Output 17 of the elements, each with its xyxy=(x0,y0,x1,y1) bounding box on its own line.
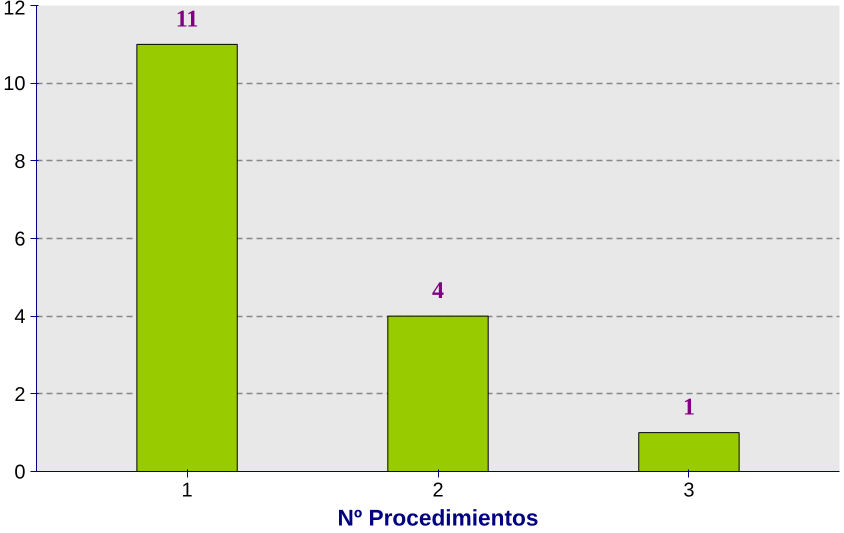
y-tick-label: 0 xyxy=(14,462,26,484)
data-label: 11 xyxy=(176,6,198,32)
x-tick-label: 1 xyxy=(182,480,193,502)
bar xyxy=(136,44,238,472)
data-label: 1 xyxy=(682,394,695,421)
y-tick-label: 12 xyxy=(3,0,26,20)
y-tick-label: 10 xyxy=(3,73,26,96)
x-tick-label: 2 xyxy=(432,480,444,502)
x-axis-title: Nº Procedimientos xyxy=(338,504,538,530)
y-tick-label: 8 xyxy=(14,150,26,173)
y-tick-label: 6 xyxy=(14,228,26,250)
y-tick-label: 2 xyxy=(14,384,26,406)
bar xyxy=(638,432,740,472)
x-tick-label: 3 xyxy=(683,480,694,502)
y-tick-label: 4 xyxy=(14,306,26,328)
data-label: 4 xyxy=(432,278,444,304)
bar xyxy=(387,316,489,472)
